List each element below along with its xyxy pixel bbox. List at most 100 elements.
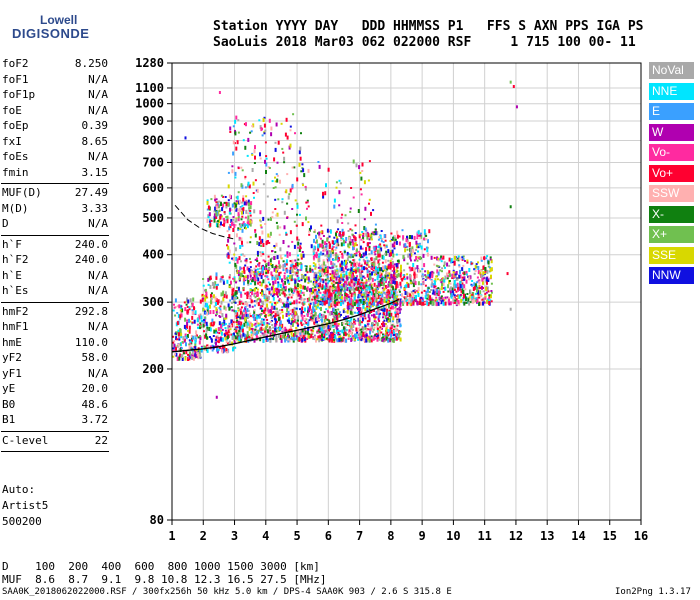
echo-point <box>276 301 279 304</box>
echo-point <box>353 321 356 324</box>
echo-point <box>413 267 416 272</box>
echo-point <box>281 323 284 328</box>
echo-point <box>304 185 307 188</box>
echo-point <box>341 213 344 216</box>
echo-point <box>412 300 415 305</box>
echo-point <box>376 293 379 298</box>
echo-point <box>359 245 362 250</box>
echo-point <box>312 255 315 260</box>
logo-digisonde: DIGISONDE <box>12 26 90 41</box>
echo-point <box>254 325 257 328</box>
echo-point <box>245 316 248 319</box>
echo-point <box>485 285 488 288</box>
echo-point <box>220 300 223 305</box>
echo-point <box>203 330 205 333</box>
echo-point <box>216 345 219 348</box>
echo-point <box>269 338 272 340</box>
echo-point <box>178 335 181 338</box>
echo-point <box>384 239 387 242</box>
echo-point <box>320 230 323 233</box>
echo-point <box>210 338 213 343</box>
echo-point <box>249 205 252 210</box>
echo-point <box>388 313 391 317</box>
echo-point <box>466 261 469 264</box>
echo-point <box>186 319 189 322</box>
echo-point <box>417 281 420 286</box>
echo-point <box>217 348 220 351</box>
echo-point <box>287 275 290 278</box>
echo-point <box>306 300 309 302</box>
echo-point <box>442 287 445 290</box>
echo-point <box>228 306 231 311</box>
echo-point <box>226 342 229 345</box>
echo-point <box>329 324 332 329</box>
echo-point <box>325 183 327 188</box>
echo-point <box>265 162 268 167</box>
echo-point <box>298 331 301 334</box>
echo-point <box>315 251 318 256</box>
echo-point <box>398 337 401 340</box>
echo-point <box>235 329 238 334</box>
echo-point <box>470 262 473 265</box>
echo-point <box>224 323 227 326</box>
echo-point <box>331 240 334 245</box>
echo-point <box>244 216 247 219</box>
echo-point <box>321 316 324 319</box>
echo-point <box>312 295 315 298</box>
echo-point <box>388 290 391 295</box>
echo-point <box>334 256 337 261</box>
echo-point <box>230 319 233 324</box>
echo-point <box>452 302 455 304</box>
echo-point <box>308 319 311 322</box>
echo-point <box>392 286 395 291</box>
echo-point <box>259 251 262 254</box>
echo-point <box>371 325 373 330</box>
echo-point <box>292 264 295 269</box>
echo-point <box>411 297 414 302</box>
echo-point <box>335 291 337 294</box>
echo-point <box>347 334 350 337</box>
echo-point <box>342 242 345 247</box>
echo-point <box>207 277 210 282</box>
echo-point <box>301 182 304 185</box>
echo-point <box>244 338 247 343</box>
echo-point <box>219 214 222 217</box>
echo-point <box>427 287 430 290</box>
echo-point <box>329 276 332 281</box>
echo-point <box>319 291 322 294</box>
echo-point <box>446 296 449 299</box>
echo-point <box>305 267 308 272</box>
echo-point <box>395 253 398 256</box>
echo-point <box>318 307 321 310</box>
echo-point <box>396 295 398 298</box>
echo-point <box>237 167 240 170</box>
echo-point <box>347 230 350 232</box>
echo-point <box>390 278 393 283</box>
echo-point <box>225 349 228 352</box>
echo-point <box>326 318 329 321</box>
echo-point <box>245 259 248 262</box>
echo-point <box>286 217 289 219</box>
echo-point <box>218 347 221 349</box>
echo-point <box>420 296 423 299</box>
echo-point <box>375 322 378 325</box>
echo-point <box>299 242 302 245</box>
echo-point <box>377 259 380 264</box>
echo-point <box>313 278 316 283</box>
echo-point <box>375 266 377 271</box>
echo-point <box>322 314 325 319</box>
echo-point <box>249 131 252 134</box>
echo-point <box>434 285 437 288</box>
echo-point <box>361 170 364 172</box>
echo-point <box>217 220 219 223</box>
echo-point <box>279 254 282 259</box>
echo-point <box>294 282 297 287</box>
echo-point <box>215 212 218 217</box>
echo-point <box>191 315 194 320</box>
echo-point <box>393 294 396 299</box>
echo-point <box>345 259 348 264</box>
echo-point <box>189 340 192 343</box>
echo-point <box>314 312 317 317</box>
echo-point <box>364 331 367 334</box>
echo-point <box>228 261 231 264</box>
